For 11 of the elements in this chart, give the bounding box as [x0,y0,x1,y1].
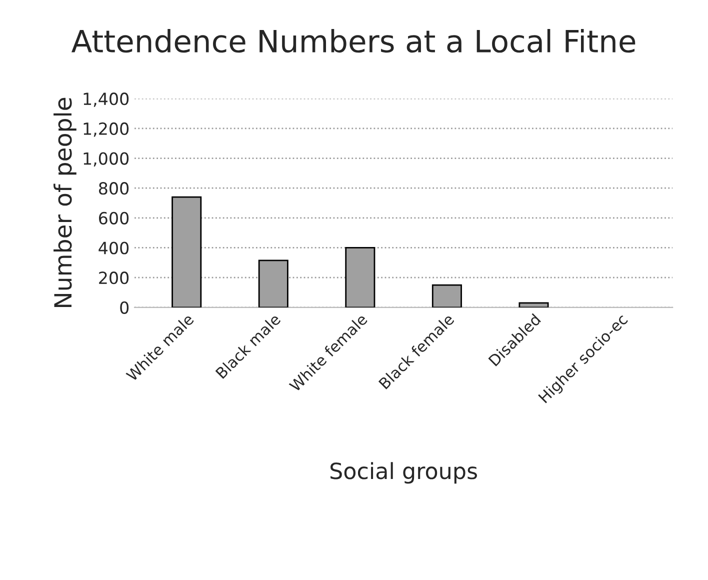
y-tick-label: 1,400 [84,92,129,107]
y-tick-label: 200 [99,272,129,284]
y-axis-title: Number of people [54,98,76,308]
y-tick-label: 400 [98,242,129,254]
chart-title: Attendence Numbers at a Local Fitne [71,29,636,53]
x-axis-title: Social groups [330,462,477,484]
y-tick-label: 0 [120,301,129,314]
y-tick-label: 600 [99,212,129,224]
y-tick-label: 1,200 [84,122,129,137]
y-tick-label: 1,000 [84,152,129,167]
y-tick-label: 800 [98,182,129,195]
